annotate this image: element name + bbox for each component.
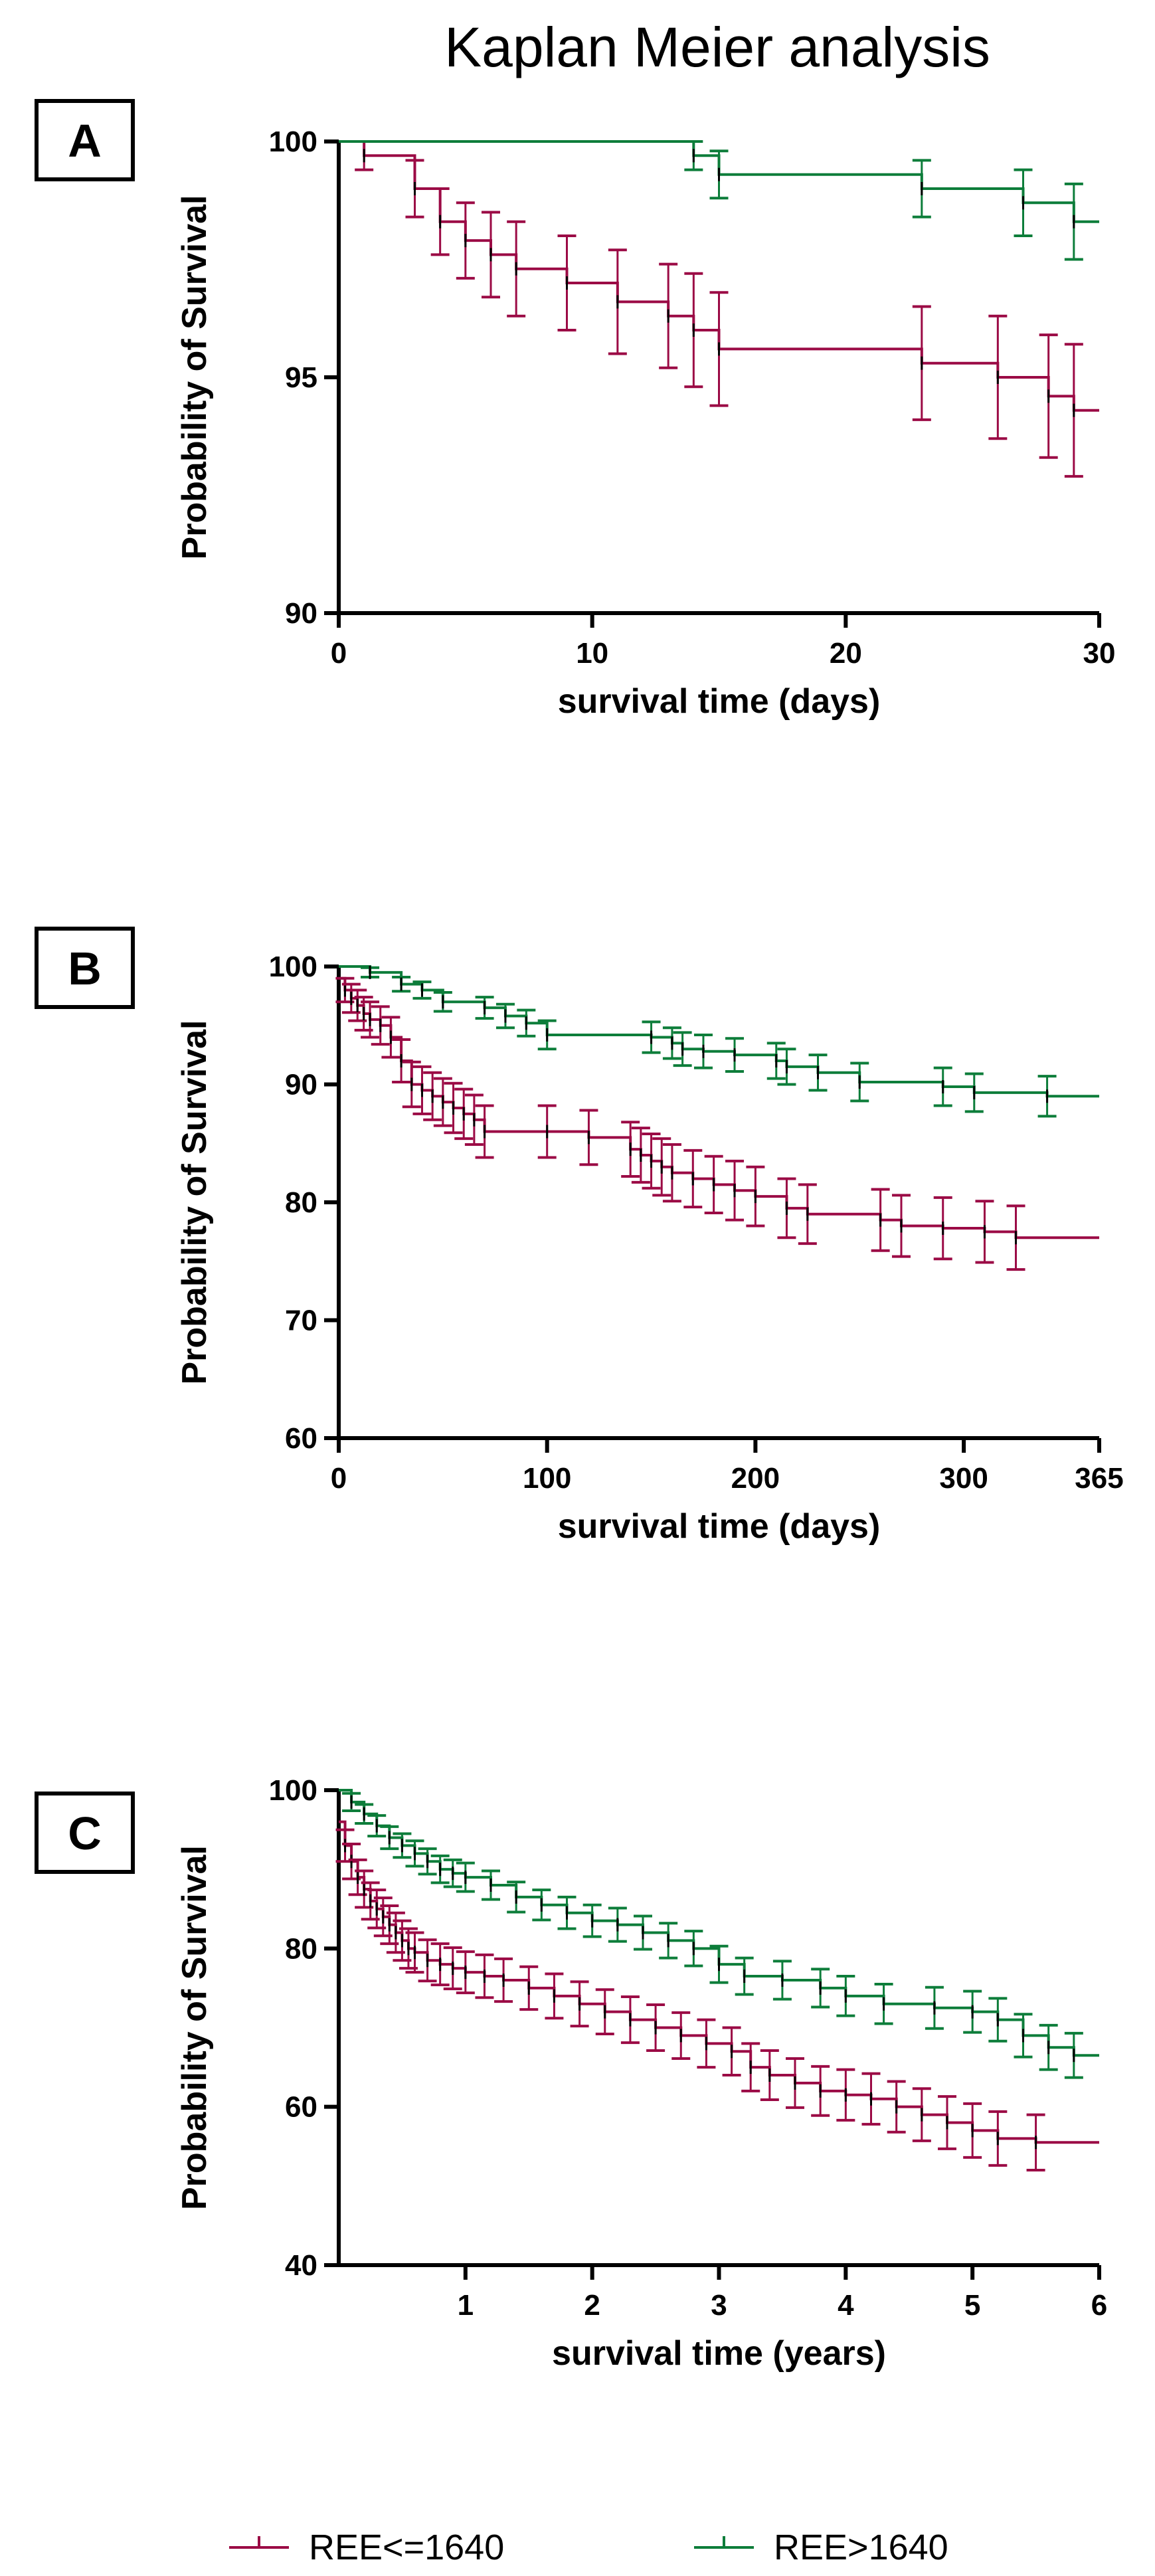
panel-letter: B [68,943,102,994]
legend-item-high: REE>1640 [694,2528,948,2567]
x-tick-label: 0 [331,1462,347,1495]
panel-letter-box [35,1792,135,1874]
x-tick-label: 20 [830,637,862,670]
y-axis-title: Probability of Survival [175,1020,214,1384]
x-tick-label: 10 [576,637,608,670]
y-tick-label: 60 [285,1422,317,1455]
legend-label-low: REE<=1640 [309,2528,504,2567]
x-tick-label: 0 [331,637,347,670]
y-axis-title: Probability of Survival [175,1845,214,2210]
legend: REE<=1640 REE>1640 [229,2528,948,2567]
panel-a: A 90 95 100 0 10 20 30 survival time (days) Proba… [35,99,1116,721]
x-axis-title: survival time (years) [552,2334,886,2373]
panel-letter: A [68,115,102,167]
panel-b: B 60 70 80 90 100 0 100 200 300 365 survival time (… [35,927,1124,1546]
x-tick-label: 6 [1091,2289,1107,2322]
x-tick-label: 4 [838,2289,854,2322]
survival-curve-high [339,965,1099,1098]
x-tick-label: 1 [458,2289,474,2322]
y-tick-label: 60 [285,2091,317,2124]
x-tick-label: 100 [523,1462,571,1495]
y-tick-label: 80 [285,1932,317,1965]
x-tick-label: 3 [711,2289,727,2322]
y-tick-label: 100 [269,1774,317,1807]
x-tick-label: 365 [1075,1462,1123,1495]
y-tick-label: 100 [269,951,317,983]
panel-letter-box [35,927,135,1009]
y-tick-label: 100 [269,126,317,158]
y-axis-title: Probability of Survival [175,195,214,559]
x-tick-label: 30 [1083,637,1116,670]
panel-letter-box [35,99,135,181]
x-tick-label: 2 [584,2289,600,2322]
figure-title: Kaplan Meier analysis [444,16,990,78]
x-axis-title: survival time (days) [558,682,881,721]
panel-c: C 40 60 80 100 1 2 3 4 5 6 survival time (years) Pro… [35,1774,1107,2373]
x-tick-label: 200 [731,1462,780,1495]
x-tick-label: 5 [964,2289,980,2322]
y-tick-label: 95 [285,361,317,394]
y-tick-label: 90 [285,1069,317,1101]
survival-curve-high [339,1789,1099,2057]
legend-item-low: REE<=1640 [229,2528,504,2567]
y-tick-label: 80 [285,1186,317,1219]
y-tick-label: 70 [285,1305,317,1337]
x-tick-label: 300 [939,1462,988,1495]
y-tick-label: 40 [285,2249,317,2282]
legend-label-high: REE>1640 [774,2528,948,2567]
x-axis-title: survival time (days) [558,1507,881,1546]
y-tick-label: 90 [285,597,317,630]
panel-letter: C [68,1807,102,1859]
